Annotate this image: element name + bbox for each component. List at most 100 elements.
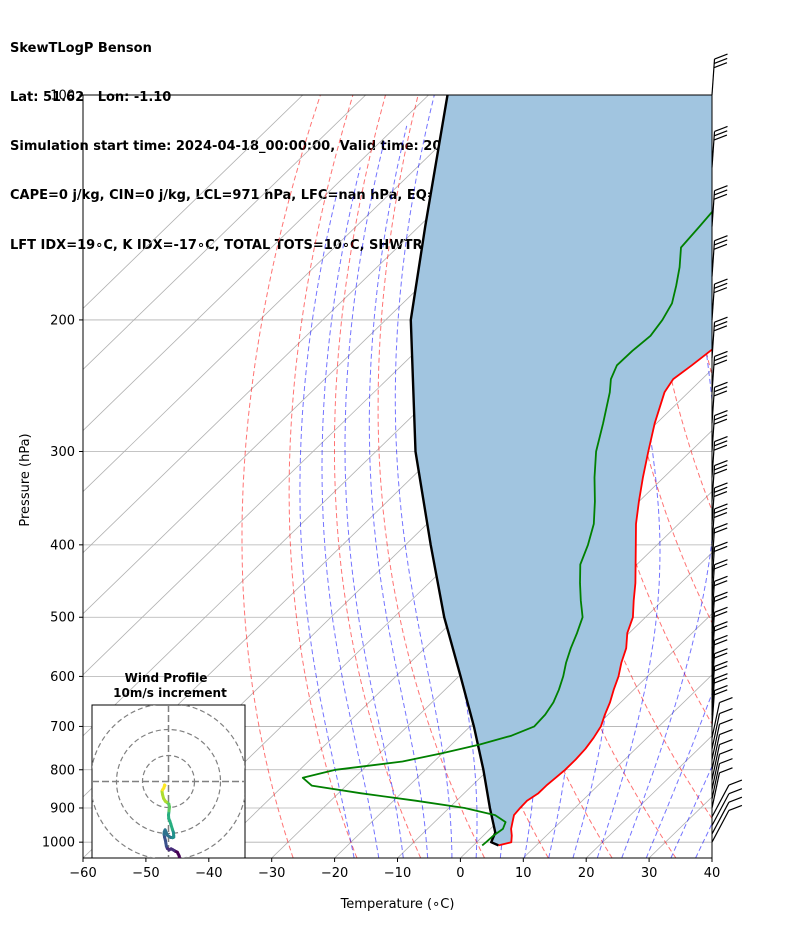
wind-barb (711, 713, 721, 749)
wind-barb-flag (728, 779, 743, 786)
y-tick-label: 900 (50, 801, 75, 816)
wind-barb (711, 612, 716, 649)
wind-barb (711, 754, 721, 790)
wind-barb-flag (714, 673, 728, 680)
wind-barb-flag (714, 684, 728, 692)
wind-barb-flag (713, 355, 728, 362)
y-axis-label: Pressure (hPa) (18, 433, 33, 526)
wind-barb-flag (714, 660, 728, 668)
wind-barb (711, 690, 716, 727)
wind-barb (711, 734, 721, 770)
wind-barb-flag (713, 239, 728, 246)
wind-barb-flag (713, 444, 728, 451)
cin-fill-area (410, 95, 712, 846)
wind-barb-flag (713, 491, 728, 498)
wind-barb (711, 666, 716, 703)
wind-barb (711, 653, 716, 690)
wind-barb-flag (714, 235, 728, 242)
wind-barb (711, 441, 716, 478)
x-axis-label: Temperature (∘C) (340, 897, 455, 912)
wind-barb (711, 702, 721, 738)
wind-barb-flag (714, 621, 728, 628)
wind-barb-flag (714, 482, 728, 489)
wind-barb (711, 59, 716, 96)
wind-barb-flag (713, 390, 728, 397)
wind-barb-flag (719, 728, 733, 736)
y-tick-label: 1000 (42, 836, 75, 851)
moist-adiabat (344, 140, 404, 858)
wind-barb (711, 508, 716, 545)
wind-barb-flag (719, 708, 733, 715)
isotherm-gridline (334, 491, 712, 858)
wind-barb (711, 724, 721, 760)
wind-barb-flag (714, 648, 728, 655)
wind-barb-flag (714, 185, 728, 192)
wind-barb-flag (713, 325, 728, 332)
wind-barb-flag (714, 53, 728, 60)
wind-barb-flag (713, 134, 728, 141)
wind-barb-flag (713, 130, 728, 137)
wind-barb (711, 626, 716, 663)
wind-barb-flag (719, 697, 733, 704)
hodograph: Wind Profile 10m/s increment (91, 671, 246, 859)
x-tick-label: 0 (456, 866, 464, 881)
wind-barb-flag (713, 193, 728, 200)
wind-barb-flag (713, 418, 728, 425)
temperature-line (498, 348, 712, 847)
wind-barb-flag (713, 282, 728, 289)
x-tick-label: 20 (578, 866, 595, 881)
wind-barb-flag (728, 796, 743, 803)
wind-barb-flag (713, 511, 728, 519)
x-tick-label: −50 (132, 866, 159, 881)
wind-barb (711, 772, 721, 809)
x-tick-label: −30 (258, 866, 285, 881)
wind-barb-flag (714, 125, 728, 133)
x-tick-label: −10 (384, 866, 411, 881)
dry-adiabat (744, 95, 794, 858)
y-tick-label: 800 (50, 763, 75, 778)
wind-barb (711, 240, 716, 277)
data-lines (301, 95, 712, 847)
wind-barb-flag (713, 639, 728, 646)
wind-barb-flag (719, 758, 733, 765)
wind-barb-flag (714, 503, 728, 510)
wind-barb-flag (713, 359, 728, 366)
isotherm-gridline (271, 429, 712, 858)
wind-barb-flag (719, 748, 733, 755)
wind-barb-flag (714, 541, 728, 548)
wind-barb-flag (714, 435, 728, 443)
x-tick-label: −40 (195, 866, 222, 881)
hodograph-subtitle: 10m/s increment (113, 686, 227, 700)
wind-barb (711, 415, 716, 452)
isotherm-gridline (83, 95, 304, 309)
wind-barb (711, 744, 721, 780)
wind-barb (711, 547, 716, 584)
moist-adiabat (596, 95, 661, 858)
isotherm-gridline (83, 95, 429, 432)
axis-ticks: −60 −50 −40 −30 −20 −10 0 10 20 30 40 1000 900 800 700… (42, 89, 720, 882)
y-tick-label: 500 (50, 611, 75, 626)
wind-barb-flag (714, 381, 728, 388)
wind-barb-flag (713, 57, 728, 64)
wind-barb-flag (713, 652, 728, 659)
x-tick-label: 40 (704, 866, 721, 881)
wind-barb (711, 581, 716, 618)
wind-barb-flag (728, 788, 743, 795)
wind-barb-flag (728, 804, 743, 811)
wind-barb-flag (713, 464, 728, 471)
y-tick-label: 100 (50, 89, 75, 104)
wind-barb-flag (713, 414, 728, 421)
wind-barb (711, 190, 716, 227)
dry-adiabat (241, 95, 321, 858)
wind-barb (711, 528, 716, 565)
parcel-profile-line (409, 95, 499, 847)
dry-adiabat (288, 95, 358, 858)
wind-barb (711, 387, 716, 424)
wind-barb (711, 597, 716, 634)
wind-barb-flag (713, 468, 728, 475)
moist-adiabat (394, 95, 453, 858)
isotherm-gridline (711, 857, 712, 858)
wind-barbs (711, 53, 743, 843)
wind-barb-flag (714, 410, 728, 417)
wind-barb-flag (714, 575, 728, 582)
